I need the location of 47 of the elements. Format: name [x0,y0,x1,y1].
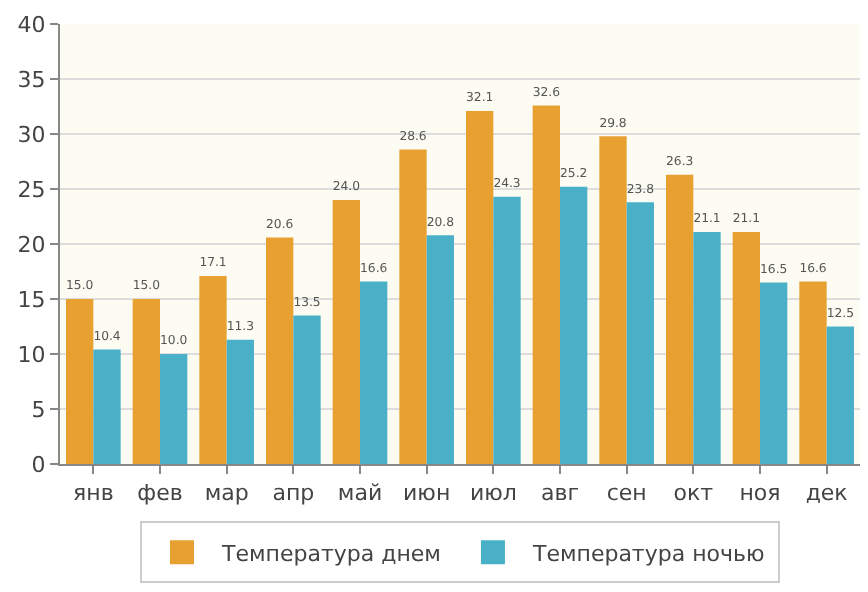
y-tick-label: 35 [17,66,46,93]
bar [760,282,788,464]
x-tick-label: фев [137,480,183,507]
bar [160,354,188,464]
legend-label: Температура днем [220,540,441,567]
y-tick-label: 10 [17,341,46,368]
bar [666,174,694,464]
x-tick-label: янв [73,480,114,507]
bar [293,315,321,464]
bar [532,105,560,464]
bar [560,186,588,464]
bar [493,196,521,464]
x-tick-label: июл [469,480,517,507]
bar [266,237,294,464]
x-tick-label: июн [403,480,451,507]
y-tick-label: 40 [17,11,46,38]
bar [426,235,454,464]
x-tick-label: окт [673,480,715,507]
y-tick-label: 20 [17,231,46,258]
y-tick-label: 0 [31,451,46,478]
bar [826,326,854,464]
bar [132,299,160,464]
bar [799,281,827,464]
bar [226,339,254,464]
bar [626,202,654,464]
y-tick-label: 30 [17,121,46,148]
x-tick-label: ноя [739,480,781,507]
x-tick-label: мар [204,480,249,507]
bar [466,110,494,464]
x-tick-label: авг [540,480,580,507]
x-tick-label: дек [805,480,849,507]
y-tick-label: 25 [17,176,46,203]
bar [399,149,427,464]
legend-label: Температура ночью [530,540,765,567]
bar [360,281,388,464]
bar [199,275,227,464]
x-tick-label: май [337,480,383,507]
bar [693,231,721,464]
bar [93,349,121,464]
y-tick-label: 5 [31,396,46,423]
bar [732,231,760,464]
bar [332,200,360,464]
bar [66,299,94,464]
x-tick-label: апр [272,480,315,507]
x-tick-label: сен [606,480,647,507]
bar [599,136,627,464]
y-tick-label: 15 [17,286,46,313]
